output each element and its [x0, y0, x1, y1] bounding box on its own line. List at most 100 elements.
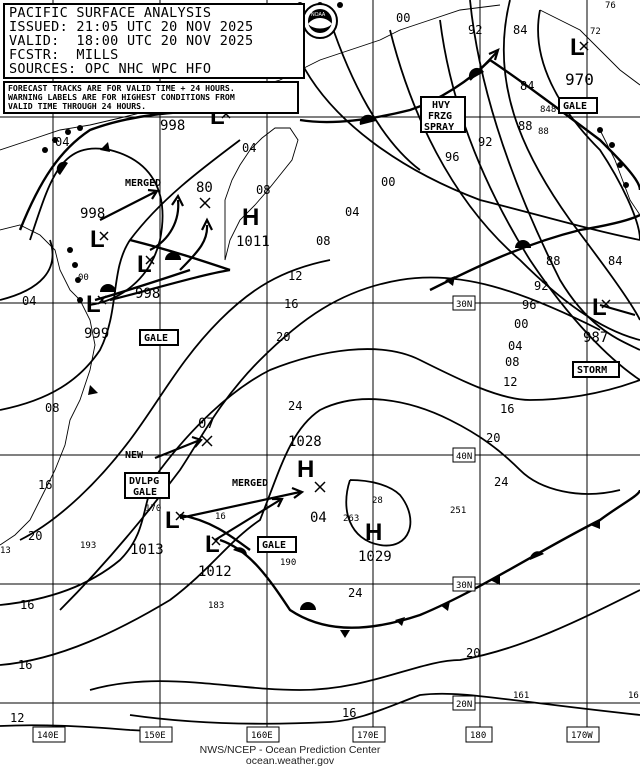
storm-warning: STORM	[577, 365, 607, 376]
isobar-label: 24	[348, 586, 362, 600]
svg-text:FRZG: FRZG	[428, 111, 452, 122]
valid-time: VALID: 18:00 UTC 20 NOV 2025	[9, 33, 254, 49]
station-value: 16	[215, 512, 226, 522]
isobar-label: 04	[22, 294, 36, 308]
lat-label: 40N	[456, 452, 472, 462]
isobar-label: 12	[288, 269, 302, 283]
center-x-marks	[97, 41, 611, 546]
low-center: L	[86, 291, 101, 318]
pressure-label: 987	[583, 330, 608, 346]
station-value: 13	[0, 546, 11, 556]
isobar-label: 16	[500, 402, 514, 416]
isobar-label: 08	[505, 355, 519, 369]
lon-label: 160E	[251, 731, 273, 741]
gale-warning: GALE	[262, 540, 286, 551]
gale-warning: GALE	[144, 333, 168, 344]
isobar-label: 88	[546, 254, 560, 268]
lon-label: 150E	[144, 731, 166, 741]
longitude-labels: 140E 150E 160E 170E 180 170W	[32, 726, 600, 743]
isobar-label: 08	[316, 234, 330, 248]
notice-line: FORECAST TRACKS ARE FOR VALID TIME + 24 …	[8, 83, 235, 93]
station-value: 190	[280, 558, 296, 568]
forecast-notice: FORECAST TRACKS ARE FOR VALID TIME + 24 …	[3, 81, 299, 114]
isobar-label: 08	[256, 183, 270, 197]
developing-gale-warning: DVLPG GALE	[124, 472, 170, 499]
station-value: 263	[343, 514, 359, 524]
forecast-tracks	[99, 48, 636, 541]
lon-label: 140E	[37, 731, 59, 741]
isobar-label: 16	[38, 478, 52, 492]
high-center: H	[365, 519, 382, 546]
isobar-label: 12	[10, 711, 24, 725]
warning-labels: GALE HVY FRZG SPRAY GALE STORM DVLPG GAL…	[124, 96, 620, 553]
svg-text:DVLPG: DVLPG	[129, 476, 159, 487]
isobar-label: 16	[18, 658, 32, 672]
pressure-label: 1012	[198, 564, 232, 580]
sources: SOURCES: OPC NHC WPC HFO	[9, 61, 212, 77]
pressure-label: 998	[160, 118, 185, 134]
high-center: H	[297, 456, 314, 483]
forecast-pressure: 80	[196, 180, 213, 196]
isobar-label: 04	[508, 339, 522, 353]
lon-label: 180	[470, 731, 486, 741]
credit-url[interactable]: ocean.weather.gov	[245, 755, 335, 767]
isobar-label: 00	[396, 11, 410, 25]
lat-label: 30N	[456, 581, 472, 591]
track-label: NEW	[125, 450, 144, 461]
low-center: L	[165, 507, 180, 534]
station-values: 76 72 848 88 170 16 193 13 190 183 263 2…	[0, 1, 639, 701]
central-pressures: 998 998 999 998 1011 970 987 1028 1029 1…	[80, 70, 608, 580]
station-value: 88	[538, 127, 549, 137]
pressure-label: 1029	[358, 549, 392, 565]
pressure-label: 1028	[288, 434, 322, 450]
isobar-label: 20	[486, 431, 500, 445]
isobar-label: 92	[478, 135, 492, 149]
map-title: PACIFIC SURFACE ANALYSIS	[9, 5, 212, 21]
isobar-label: 96	[522, 298, 536, 312]
station-value: 251	[450, 506, 466, 516]
noaa-logo: NOAA	[302, 3, 338, 39]
pressure-label: 1011	[236, 234, 270, 250]
isobar-label: 84	[608, 254, 622, 268]
low-center: L	[205, 531, 220, 558]
station-value: 170	[145, 504, 161, 514]
isobar-label: 00	[381, 175, 395, 189]
isobar-label: 88	[518, 119, 532, 133]
isobars	[0, 0, 640, 733]
pressure-label: 1013	[130, 542, 164, 558]
isobar-label: 20	[466, 646, 480, 660]
low-center: L	[570, 34, 585, 61]
low-center: L	[137, 251, 152, 278]
pressure-label: 998	[80, 206, 105, 222]
isobar-label: 12	[503, 375, 517, 389]
notice-line: WARNING LABELS ARE FOR HIGHEST CONDITION…	[8, 92, 235, 102]
isobar-label: 20	[28, 529, 42, 543]
station-value: 72	[590, 27, 601, 37]
station-value: 161	[513, 691, 529, 701]
svg-text:NOAA: NOAA	[311, 12, 326, 18]
track-label: MERGED	[125, 178, 161, 189]
isobar-label: 84	[520, 79, 534, 93]
isobar-label: 16	[20, 598, 34, 612]
issued-time: ISSUED: 21:05 UTC 20 NOV 2025	[9, 19, 254, 35]
isobar-label: 04	[345, 205, 359, 219]
isobar-label: 24	[494, 475, 508, 489]
svg-text:HVY: HVY	[432, 100, 450, 111]
high-center: H	[242, 204, 259, 231]
isobar-label: 16	[342, 706, 356, 720]
isobar-label: 96	[445, 150, 459, 164]
lat-label: 30N	[456, 300, 472, 310]
pressure-label: 999	[84, 326, 109, 342]
station-value: 183	[208, 601, 224, 611]
station-value: 76	[605, 1, 616, 11]
map-header: PACIFIC SURFACE ANALYSIS ISSUED: 21:05 U…	[3, 3, 305, 79]
forecast-pressure: 07	[198, 416, 215, 432]
svg-text:SPRAY: SPRAY	[424, 122, 454, 133]
low-center: L	[592, 294, 607, 321]
lon-label: 170E	[357, 731, 379, 741]
station-value: 28	[372, 496, 383, 506]
pressure-label: 998	[135, 286, 160, 302]
isobar-label: 00	[514, 317, 528, 331]
isobar-label: 92	[468, 23, 482, 37]
